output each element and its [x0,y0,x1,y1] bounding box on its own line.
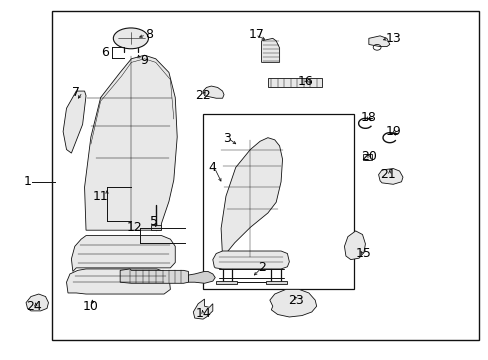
Text: 19: 19 [385,125,400,138]
Polygon shape [203,86,224,98]
Polygon shape [188,271,215,283]
Text: 9: 9 [141,54,148,67]
Polygon shape [71,235,175,271]
Polygon shape [344,231,365,260]
Polygon shape [193,299,212,319]
Text: 4: 4 [208,161,216,174]
Polygon shape [378,168,402,184]
Text: 1: 1 [23,175,31,188]
Text: 6: 6 [102,46,109,59]
Text: 21: 21 [380,168,395,181]
Polygon shape [63,91,86,153]
Polygon shape [151,225,160,230]
Text: 3: 3 [223,132,231,145]
Text: 18: 18 [360,111,376,124]
Text: 16: 16 [297,75,313,88]
Polygon shape [261,39,279,62]
Text: 12: 12 [127,221,142,234]
Text: 14: 14 [195,307,210,320]
Polygon shape [221,138,282,257]
Text: 11: 11 [93,190,108,203]
Text: 15: 15 [355,247,371,260]
Text: 10: 10 [83,300,99,313]
Polygon shape [266,281,287,284]
Text: 22: 22 [195,89,210,102]
Text: 24: 24 [26,300,41,313]
Text: 5: 5 [150,215,158,228]
Polygon shape [368,36,389,46]
Bar [203,114,353,289]
Polygon shape [212,251,289,269]
Bar [52,12,478,339]
Text: 7: 7 [72,86,80,99]
Polygon shape [269,289,316,317]
Text: 8: 8 [145,28,153,41]
Text: 2: 2 [257,261,265,274]
Polygon shape [26,294,48,311]
Text: 20: 20 [360,150,376,163]
Polygon shape [362,154,371,160]
Ellipse shape [113,28,148,49]
Polygon shape [84,55,177,230]
Polygon shape [267,78,321,87]
Polygon shape [120,269,188,283]
Text: 13: 13 [385,32,400,45]
Text: 17: 17 [248,28,264,41]
Polygon shape [66,269,170,294]
Text: 23: 23 [287,294,303,307]
Polygon shape [216,281,237,284]
